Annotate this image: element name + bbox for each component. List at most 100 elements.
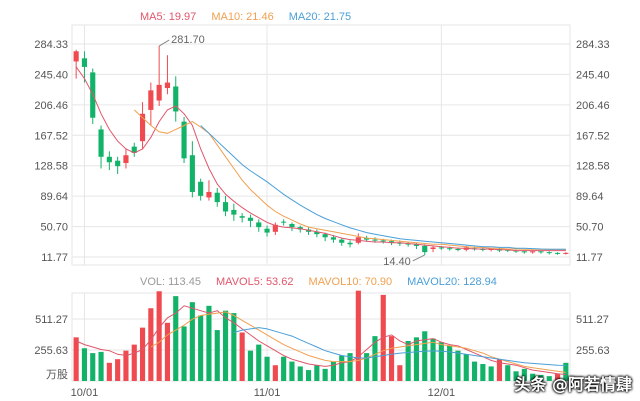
- volume-bar: [480, 364, 486, 381]
- volume-bars: [73, 290, 569, 381]
- volume-bar: [496, 359, 503, 381]
- candle-body: [330, 237, 337, 240]
- candle-body: [231, 209, 237, 215]
- volume-bar: [214, 330, 220, 381]
- volume-bar: [355, 290, 361, 381]
- volume-bar: [530, 373, 536, 381]
- price-tick-left: 167.52: [34, 130, 68, 142]
- price-tick-left: 206.46: [34, 100, 68, 112]
- candle-body: [73, 51, 79, 62]
- volume-tick-right: 511.27: [576, 314, 609, 326]
- ma20-line: [200, 125, 566, 250]
- price-tick-left: 284.33: [34, 39, 68, 51]
- price-tick-right: 128.58: [576, 161, 610, 173]
- candlestick-series: [73, 45, 569, 255]
- price-tick-right: 50.70: [576, 222, 604, 234]
- volume-bar: [538, 374, 544, 381]
- volume-bar: [422, 331, 428, 381]
- volume-bar: [513, 371, 519, 381]
- volume-bar: [139, 327, 146, 381]
- date-tick: 10/01: [71, 387, 99, 399]
- volume-bar: [222, 310, 229, 381]
- ma10-line: [133, 109, 566, 250]
- candle-body: [98, 129, 104, 157]
- volume-bar: [546, 376, 552, 381]
- price-pane-border: [71, 24, 571, 266]
- low-label: 14.40: [383, 256, 411, 268]
- price-tick-right: 206.46: [576, 100, 610, 112]
- candle-body: [422, 245, 428, 253]
- high-label: 281.70: [171, 34, 205, 46]
- volume-bar: [115, 359, 121, 381]
- mavol10-legend: MAVOL10: 70.90: [308, 276, 393, 288]
- candle-body: [272, 224, 278, 232]
- volume-bar: [314, 365, 320, 381]
- volume-bar: [181, 326, 187, 381]
- candle-body: [106, 156, 112, 163]
- price-legend: MA5: 19.97 MA10: 21.46 MA20: 21.75: [140, 11, 351, 23]
- volume-legend: VOL: 113.45 MAVOL5: 53.62 MAVOL10: 70.90…: [140, 276, 497, 288]
- date-tick: 12/01: [428, 387, 456, 399]
- volume-bar: [364, 353, 370, 381]
- volume-bar: [297, 366, 303, 381]
- volume-bar: [380, 294, 386, 381]
- volume-bar: [247, 350, 254, 381]
- volume-bar: [256, 344, 262, 381]
- candle-body: [173, 86, 179, 112]
- volume-bar: [447, 345, 453, 381]
- low-marker: [412, 254, 425, 262]
- candle-body: [563, 252, 569, 254]
- volume-bar: [231, 313, 237, 381]
- volume-bar: [106, 362, 112, 381]
- volume-bar: [347, 353, 353, 381]
- ma5-legend: MA5: 19.97: [140, 11, 197, 23]
- vol-legend: VOL: 113.45: [140, 276, 201, 288]
- volume-bar: [272, 365, 278, 381]
- mavol5-legend: MAVOL5: 53.62: [216, 276, 294, 288]
- candle-body: [139, 113, 146, 142]
- candle-body: [81, 58, 88, 67]
- volume-bar: [239, 332, 245, 381]
- candle-body: [256, 222, 262, 228]
- volume-bar: [123, 350, 129, 381]
- volume-tick-right: 255.63: [576, 345, 610, 357]
- candle-body: [405, 243, 411, 245]
- volume-bar: [388, 336, 395, 381]
- candle-body: [413, 244, 420, 246]
- price-tick-left: 89.64: [40, 191, 68, 203]
- volume-bar: [305, 370, 312, 381]
- candle-body: [189, 155, 195, 192]
- candle-body: [347, 242, 353, 245]
- candle-body: [364, 238, 370, 240]
- candle-body: [488, 249, 494, 251]
- ma20-legend: MA20: 21.75: [288, 11, 352, 23]
- ma10-legend: MA10: 21.46: [211, 11, 274, 23]
- candle-body: [131, 146, 137, 153]
- candle-body: [214, 192, 220, 203]
- candle-body: [447, 248, 453, 250]
- candle-body: [281, 221, 287, 223]
- candle-body: [372, 239, 378, 241]
- candle-body: [222, 202, 229, 212]
- volume-tick-left: 255.63: [34, 345, 68, 357]
- candle-body: [123, 155, 129, 164]
- volume-bar: [397, 365, 403, 381]
- candle-body: [264, 228, 270, 233]
- volume-tick-left: 511.27: [35, 314, 68, 326]
- candle-body: [239, 216, 245, 218]
- volume-unit-label: 万股: [46, 368, 68, 381]
- candle-body: [314, 231, 320, 235]
- volume-bar: [438, 342, 444, 381]
- candle-body: [156, 84, 162, 101]
- volume-bar: [73, 337, 79, 381]
- candle-body: [247, 217, 254, 221]
- watermark: 头条 @阿若情肆: [514, 375, 632, 394]
- candle-body: [289, 223, 295, 228]
- volume-pane-border: [71, 292, 571, 382]
- volume-bar: [405, 340, 411, 381]
- volume-bar: [281, 356, 287, 381]
- volume-bar: [98, 351, 104, 381]
- volume-bar: [173, 296, 179, 381]
- volume-bar: [330, 361, 337, 381]
